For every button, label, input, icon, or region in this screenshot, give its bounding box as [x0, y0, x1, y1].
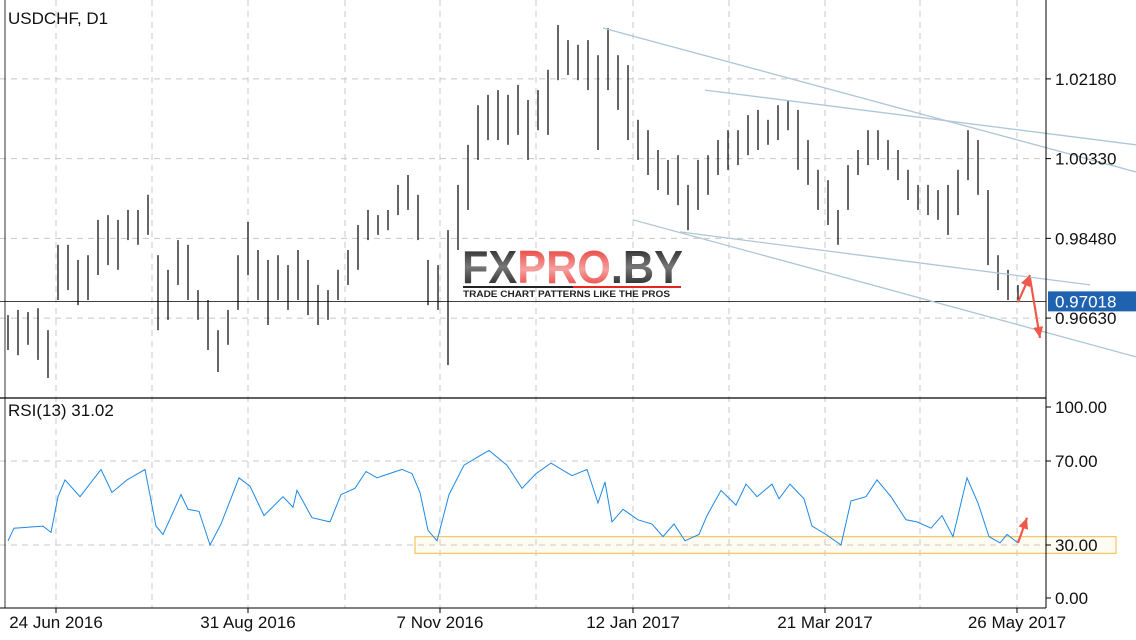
time-tick-label: 7 Nov 2016 [397, 613, 484, 632]
price-tick-label: 1.02180 [1055, 70, 1116, 89]
arrow-head-icon [1020, 275, 1031, 288]
logo-underline-red [573, 286, 681, 288]
current-price-badge [1048, 291, 1136, 312]
symbol-title: USDCHF, D1 [8, 9, 108, 28]
price-bars [0, 25, 1046, 379]
price-tick-label: 0.96630 [1055, 309, 1116, 328]
time-tick-label: 12 Jan 2017 [586, 613, 680, 632]
rsi-oversold-highlight-box [414, 535, 1117, 555]
trendline [704, 89, 1136, 146]
rsi-tick-label: 70.00 [1055, 452, 1098, 471]
price-tick-label: 1.00330 [1055, 150, 1116, 169]
watermark-logo: FXPRO.BY TRADE CHART PATTERNS LIKE THE P… [462, 241, 683, 300]
trendlines [602, 27, 1136, 358]
logo-underline [463, 286, 573, 288]
watermark-logo-text: FXPRO.BY [462, 241, 683, 293]
price-tick-label: 0.98480 [1055, 229, 1116, 248]
trendline [602, 27, 1136, 173]
arrow-head-icon [1018, 517, 1029, 530]
trendline [679, 231, 1091, 286]
rsi-tick-label: 100.00 [1055, 398, 1107, 417]
arrows [1016, 274, 1044, 544]
current-price-label: 0.97018 [1055, 292, 1116, 311]
rsi-tick-label: 0.00 [1055, 589, 1088, 608]
rsi-label: RSI(13) 31.02 [8, 401, 114, 420]
time-tick-label: 21 Mar 2017 [777, 613, 872, 632]
rsi-line [7, 449, 1019, 547]
time-tick-label: 26 May 2017 [968, 613, 1066, 632]
trendline [632, 219, 1136, 358]
time-tick-label: 31 Aug 2016 [200, 613, 295, 632]
arrow-head-icon [1033, 326, 1044, 338]
grid [0, 0, 1046, 608]
rsi-panel [7, 449, 1117, 555]
time-tick-label: 24 Jun 2016 [9, 613, 103, 632]
watermark-tagline: TRADE CHART PATTERNS LIKE THE PROS [463, 289, 670, 300]
rsi-tick-label: 30.00 [1055, 536, 1098, 555]
